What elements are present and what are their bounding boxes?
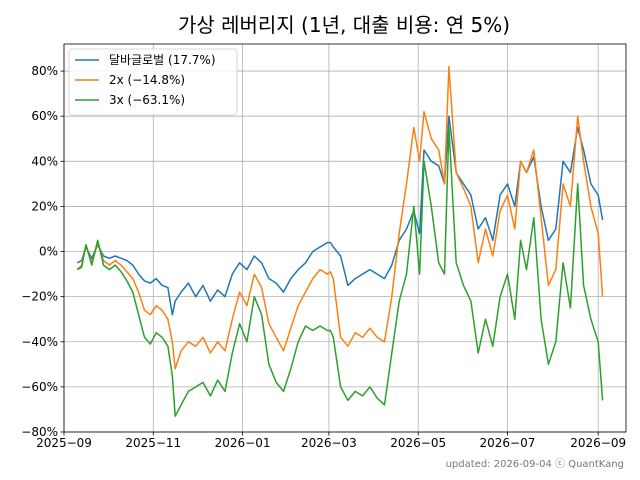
y-tick-label: −40% <box>21 335 58 349</box>
legend-label: 달바글로벌 (17.7%) <box>109 53 216 67</box>
y-tick-label: 40% <box>31 154 58 168</box>
y-tick-label: 20% <box>31 199 58 213</box>
x-tick-label: 2025−11 <box>125 436 181 450</box>
legend: 달바글로벌 (17.7%) 2x (−14.8%) 3x (−63.1%) <box>68 48 238 116</box>
axes: −80% −60% −40% −20% 0% 20% 40% 60% 80% 2025−09 202… <box>21 64 626 450</box>
series-line-3 <box>76 126 604 417</box>
legend-label: 3x (−63.1%) <box>109 93 185 107</box>
y-tick-label: 80% <box>31 64 58 78</box>
y-tick-label: 0% <box>39 245 58 259</box>
series-lines <box>76 65 604 417</box>
x-tick-label: 2026−01 <box>215 436 271 450</box>
y-tick-label: −60% <box>21 380 58 394</box>
series-line-2 <box>76 65 604 370</box>
x-tick-label: 2026−09 <box>570 436 626 450</box>
series-line-1 <box>76 115 604 316</box>
legend-label: 2x (−14.8%) <box>109 73 185 87</box>
chart-title: 가상 레버리지 (1년, 대출 비용: 연 5%) <box>178 13 510 37</box>
x-tick-label: 2026−03 <box>301 436 357 450</box>
plot-frame <box>63 43 627 433</box>
footer-credit: updated: 2026-09-04 ⓒ QuantKang <box>446 458 624 470</box>
x-tick-label: 2026−07 <box>480 436 536 450</box>
y-tick-label: −20% <box>21 290 58 304</box>
x-tick-label: 2025−09 <box>36 436 92 450</box>
y-tick-label: −80% <box>21 425 58 439</box>
legend-box <box>68 48 238 116</box>
x-tick-label: 2026−05 <box>390 436 446 450</box>
y-tick-label: 60% <box>31 109 58 123</box>
